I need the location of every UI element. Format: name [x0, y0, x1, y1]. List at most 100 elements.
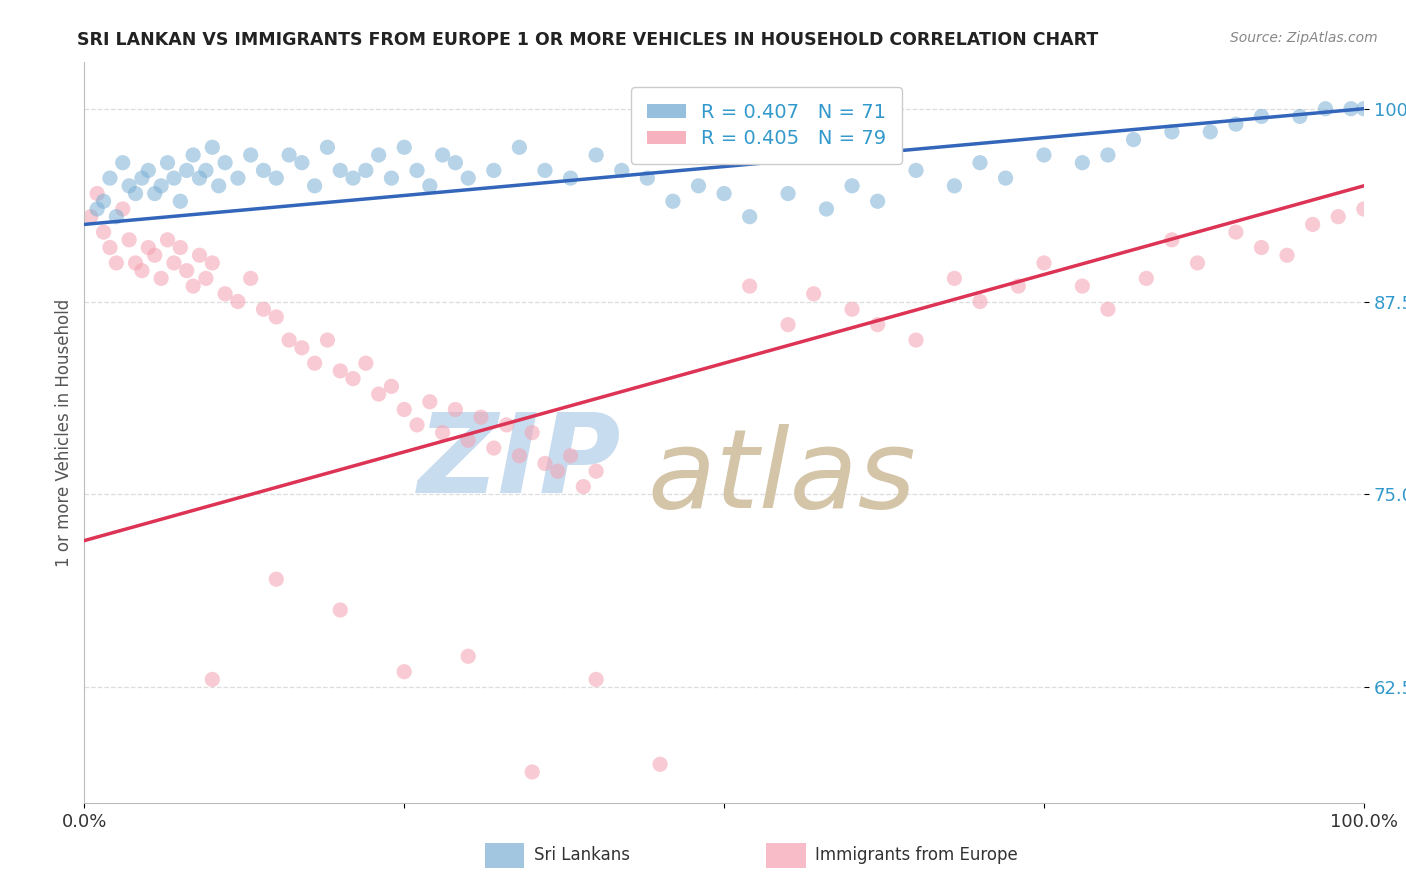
Point [252, 302, 274, 317]
Point [394, 140, 416, 154]
Point [329, 163, 352, 178]
Text: Sri Lankans: Sri Lankans [534, 847, 630, 864]
Point [522, 425, 544, 440]
Point [124, 186, 146, 201]
Point [1353, 102, 1375, 116]
Point [650, 757, 672, 772]
Point [316, 333, 339, 347]
Point [713, 186, 735, 201]
Point [278, 148, 301, 162]
Point [943, 271, 966, 285]
Point [1250, 110, 1272, 124]
Point [585, 148, 607, 162]
Point [291, 341, 314, 355]
Point [1032, 256, 1054, 270]
Point [610, 163, 633, 178]
Point [201, 673, 224, 687]
Point [111, 202, 134, 216]
Point [394, 402, 416, 417]
Point [1097, 148, 1119, 162]
Point [419, 178, 441, 193]
Point [208, 178, 231, 193]
Y-axis label: 1 or more Vehicles in Household: 1 or more Vehicles in Household [55, 299, 73, 566]
Point [1071, 279, 1094, 293]
Point [457, 649, 479, 664]
Point [495, 417, 517, 432]
Point [169, 240, 191, 255]
Point [194, 163, 217, 178]
Point [1250, 240, 1272, 255]
Point [841, 178, 863, 193]
Point [572, 480, 595, 494]
Point [150, 271, 173, 285]
Point [943, 178, 966, 193]
Point [969, 155, 991, 169]
Point [1225, 225, 1247, 239]
Point [304, 356, 326, 370]
Point [354, 356, 377, 370]
Point [1353, 202, 1375, 216]
Point [1097, 302, 1119, 317]
Point [905, 163, 928, 178]
Point [143, 186, 166, 201]
Point [367, 387, 389, 401]
Legend: R = 0.407   N = 71, R = 0.405   N = 79: R = 0.407 N = 71, R = 0.405 N = 79 [631, 87, 903, 164]
Point [98, 171, 121, 186]
Point [803, 286, 825, 301]
Point [181, 279, 204, 293]
Point [163, 256, 186, 270]
Point [143, 248, 166, 262]
Point [738, 210, 761, 224]
Point [264, 310, 288, 324]
Text: atlas: atlas [647, 424, 915, 531]
Point [1225, 117, 1247, 131]
Point [432, 148, 454, 162]
Point [239, 271, 262, 285]
Point [93, 225, 115, 239]
Point [905, 333, 928, 347]
Point [738, 279, 761, 293]
Point [380, 379, 402, 393]
Point [329, 364, 352, 378]
Point [662, 194, 685, 209]
Point [156, 155, 179, 169]
Point [354, 163, 377, 178]
Point [93, 194, 115, 209]
Point [239, 148, 262, 162]
Point [394, 665, 416, 679]
Point [214, 155, 236, 169]
Point [304, 178, 326, 193]
Point [815, 202, 838, 216]
Point [534, 163, 557, 178]
Text: SRI LANKAN VS IMMIGRANTS FROM EUROPE 1 OR MORE VEHICLES IN HOUSEHOLD CORRELATION: SRI LANKAN VS IMMIGRANTS FROM EUROPE 1 O… [77, 31, 1098, 49]
Point [1288, 110, 1310, 124]
Point [1032, 148, 1054, 162]
Point [482, 163, 505, 178]
Point [1161, 233, 1184, 247]
Point [181, 148, 204, 162]
Point [118, 178, 141, 193]
Point [585, 673, 607, 687]
Point [278, 333, 301, 347]
Point [1302, 218, 1324, 232]
Point [406, 163, 429, 178]
Point [214, 286, 236, 301]
Point [316, 140, 339, 154]
Point [156, 233, 179, 247]
Point [1187, 256, 1209, 270]
Point [264, 572, 288, 586]
Point [342, 371, 364, 385]
Point [444, 155, 467, 169]
Point [188, 248, 211, 262]
Point [80, 210, 103, 224]
Point [131, 171, 153, 186]
Point [169, 194, 191, 209]
Text: ZIP: ZIP [418, 409, 621, 516]
Point [457, 434, 479, 448]
Text: Immigrants from Europe: Immigrants from Europe [815, 847, 1018, 864]
Point [432, 425, 454, 440]
Point [105, 210, 128, 224]
Point [264, 171, 288, 186]
Point [688, 178, 710, 193]
Point [1007, 279, 1029, 293]
